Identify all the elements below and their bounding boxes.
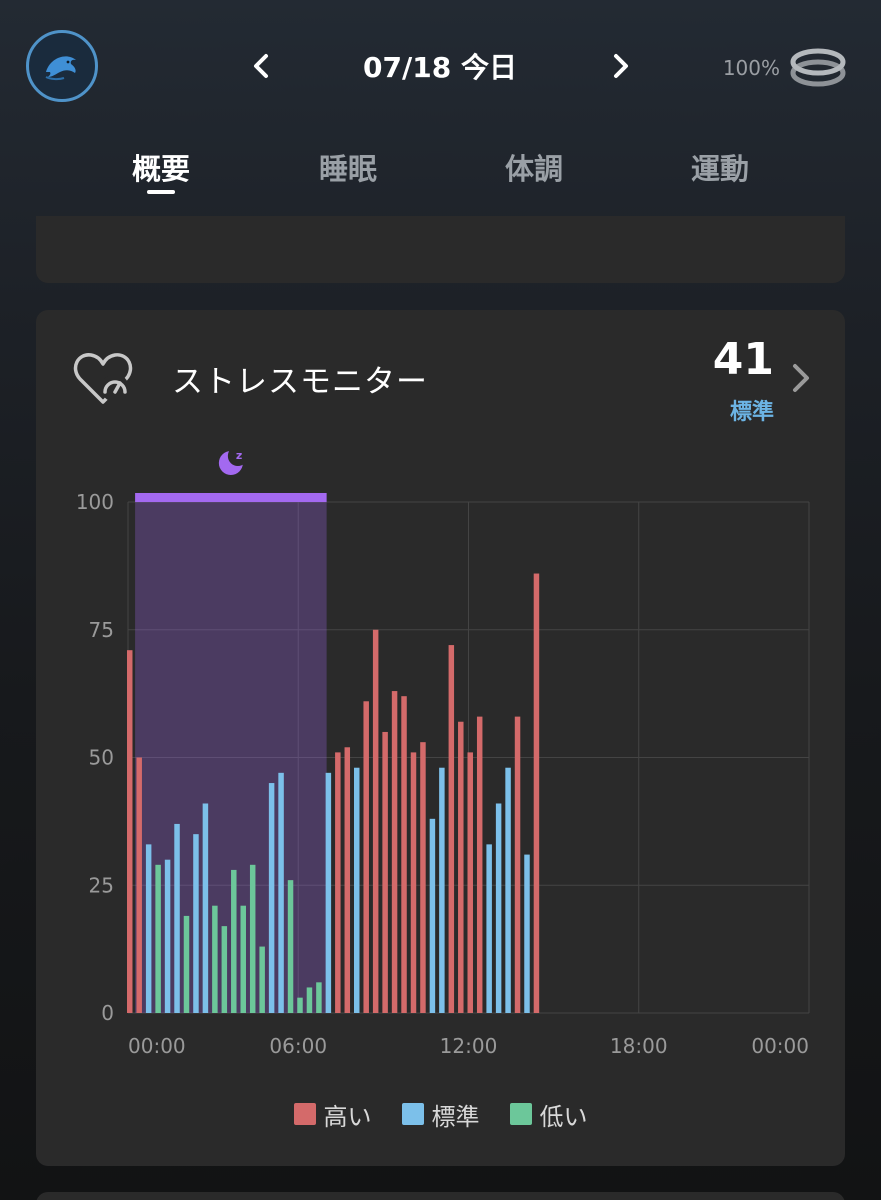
stress-bar (325, 772, 332, 1013)
sleep-period-overlay (135, 502, 327, 1013)
tab-overview[interactable]: 概要 (131, 152, 190, 186)
dolphin-avatar-icon (45, 56, 76, 81)
y-tick-label: 100 (76, 490, 114, 514)
stress-bar (174, 823, 180, 1013)
stress-bar (278, 772, 284, 1013)
stress-bar (354, 767, 360, 1013)
stress-bar (240, 905, 246, 1013)
chart-legend: 高い 標準 低い (36, 1094, 845, 1134)
stress-bar (476, 716, 483, 1013)
legend-item-low: 低い (509, 1097, 588, 1132)
legend-swatch-high (293, 1103, 316, 1125)
stress-bar (505, 767, 511, 1013)
avatar[interactable] (26, 30, 98, 102)
x-tick-label: 00:00 (751, 1034, 809, 1058)
stress-bar (136, 757, 142, 1013)
stress-bar (145, 844, 152, 1013)
stress-bar (344, 747, 351, 1013)
stress-bar (420, 742, 426, 1013)
ring-icon (790, 48, 846, 87)
stress-bar (221, 926, 228, 1013)
stress-level: 標準 (729, 400, 774, 425)
heart-gauge-icon (72, 350, 134, 406)
stress-bar (127, 650, 133, 1013)
date-title: 07/18 今日 (363, 51, 517, 84)
stress-bar (524, 854, 530, 1013)
chevron-right-icon (614, 54, 628, 78)
moon-sleep-icon-cut (227, 446, 248, 466)
stress-bar (287, 880, 294, 1013)
stress-bar (514, 716, 521, 1013)
stress-bar (448, 645, 455, 1013)
stress-bar (193, 834, 199, 1013)
device-button[interactable] (788, 43, 848, 91)
active-tab-indicator (147, 190, 175, 194)
stress-bar (212, 905, 218, 1013)
tab-activity[interactable]: 運動 (690, 152, 749, 186)
stress-bar (231, 869, 237, 1013)
legend-swatch-low (509, 1103, 532, 1125)
stress-bar (429, 818, 436, 1013)
sleep-period-bar (135, 493, 327, 502)
y-tick-label: 0 (101, 1001, 114, 1025)
stress-bar (495, 803, 502, 1013)
y-tick-label: 50 (89, 746, 114, 770)
stress-bar (249, 864, 256, 1013)
stress-bar (306, 987, 313, 1013)
stress-score: 41 (712, 334, 774, 385)
card-title: ストレスモニター (172, 364, 428, 400)
legend-item-normal: 標準 (401, 1097, 480, 1132)
y-tick-label: 75 (89, 618, 114, 642)
stress-bar (439, 767, 445, 1013)
next-card[interactable] (36, 1192, 845, 1200)
x-tick-label: 18:00 (610, 1034, 668, 1058)
tab-sleep[interactable]: 睡眠 (318, 152, 377, 186)
stress-bar (458, 721, 464, 1013)
stress-bar (391, 691, 398, 1013)
previous-card[interactable] (36, 216, 845, 283)
chevron-right-icon (793, 364, 809, 392)
legend-swatch-normal (401, 1103, 424, 1125)
app-header: 07/18 今日 100% (0, 0, 881, 130)
stress-bar (183, 915, 190, 1013)
legend-label-high: 高い (323, 1102, 372, 1131)
stress-bar (372, 629, 379, 1013)
tab-bar: 概要 睡眠 体調 運動 (0, 140, 881, 200)
previous-day-button[interactable] (244, 48, 280, 84)
stress-bar (259, 946, 265, 1013)
stress-bar (382, 731, 388, 1013)
battery-level: 100% (722, 56, 780, 80)
legend-label-low: 低い (539, 1102, 588, 1131)
x-tick-label: 06:00 (269, 1034, 327, 1058)
stress-chart: 0 25 50 75 100 00:00 06:00 12:00 18:00 00:00 z (76, 446, 810, 1058)
legend-item-high: 高い (293, 1097, 372, 1132)
stress-bar (467, 752, 473, 1013)
x-tick-label: 00:00 (128, 1034, 186, 1058)
stress-bar (401, 696, 407, 1013)
stress-bar (316, 982, 322, 1013)
stress-bar (363, 701, 369, 1013)
chevron-left-icon (254, 54, 268, 78)
legend-label-normal: 標準 (431, 1102, 480, 1131)
stress-bar (335, 752, 341, 1013)
tab-condition[interactable]: 体調 (504, 152, 563, 186)
stress-bar (202, 803, 209, 1013)
stress-bar (410, 752, 417, 1013)
stress-bar (533, 573, 540, 1013)
stress-bar (486, 844, 492, 1013)
y-tick-label: 25 (89, 873, 114, 897)
next-day-button[interactable] (602, 48, 638, 84)
card-detail-chevron[interactable] (788, 362, 814, 394)
stress-bar (297, 997, 303, 1013)
x-tick-label: 12:00 (440, 1034, 498, 1058)
moon-sleep-icon-z: z (236, 449, 242, 462)
stress-monitor-card[interactable]: ストレスモニター 41 標準 0 25 50 75 100 00:00 06:00 12:00… (36, 310, 845, 1166)
stress-bar (164, 859, 171, 1013)
stress-bar (155, 864, 161, 1013)
stress-bar (268, 783, 275, 1013)
